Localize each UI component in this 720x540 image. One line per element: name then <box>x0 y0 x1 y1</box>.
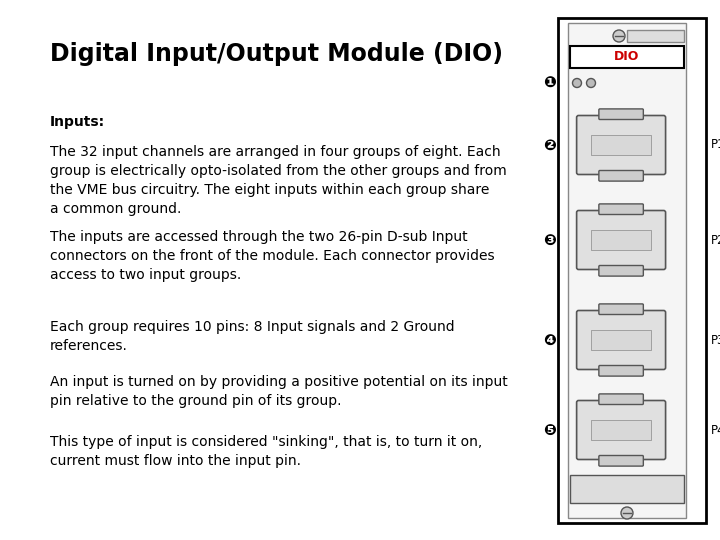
Bar <box>591 330 651 349</box>
Text: Inputs:: Inputs: <box>50 115 105 129</box>
FancyBboxPatch shape <box>599 204 644 214</box>
Text: The 32 input channels are arranged in four groups of eight. Each
group is electr: The 32 input channels are arranged in fo… <box>50 145 507 216</box>
FancyBboxPatch shape <box>599 456 644 466</box>
Text: P4: P4 <box>711 423 720 436</box>
Bar <box>627 30 684 42</box>
FancyBboxPatch shape <box>577 211 665 269</box>
Text: P2: P2 <box>711 233 720 246</box>
Text: The inputs are accessed through the two 26-pin D-sub Input
connectors on the fro: The inputs are accessed through the two … <box>50 230 495 282</box>
Text: P1: P1 <box>711 138 720 152</box>
Ellipse shape <box>621 507 633 519</box>
FancyBboxPatch shape <box>599 109 644 119</box>
Bar <box>570 46 684 68</box>
Bar <box>591 231 651 249</box>
FancyBboxPatch shape <box>577 310 665 369</box>
FancyBboxPatch shape <box>599 366 644 376</box>
Ellipse shape <box>572 78 582 87</box>
FancyBboxPatch shape <box>599 171 644 181</box>
Text: Digital Input/Output Module (DIO): Digital Input/Output Module (DIO) <box>50 42 503 66</box>
Text: ❹: ❹ <box>544 333 557 348</box>
FancyBboxPatch shape <box>577 401 665 460</box>
Text: Each group requires 10 pins: 8 Input signals and 2 Ground
references.: Each group requires 10 pins: 8 Input sig… <box>50 320 454 353</box>
Ellipse shape <box>613 30 625 42</box>
Text: P3: P3 <box>711 334 720 347</box>
FancyBboxPatch shape <box>599 266 644 276</box>
Bar <box>591 136 651 154</box>
Text: ❶: ❶ <box>544 76 557 91</box>
FancyBboxPatch shape <box>599 304 644 314</box>
Bar <box>570 475 684 503</box>
Bar <box>558 18 706 523</box>
Ellipse shape <box>587 78 595 87</box>
Text: ❺: ❺ <box>544 422 557 437</box>
Bar <box>568 23 686 518</box>
FancyBboxPatch shape <box>577 116 665 174</box>
Bar <box>591 420 651 440</box>
Text: ❷: ❷ <box>544 138 557 152</box>
FancyBboxPatch shape <box>599 394 644 404</box>
Text: This type of input is considered "sinking", that is, to turn it on,
current must: This type of input is considered "sinkin… <box>50 435 482 468</box>
Text: An input is turned on by providing a positive potential on its input
pin relativ: An input is turned on by providing a pos… <box>50 375 508 408</box>
Text: DIO: DIO <box>614 51 639 64</box>
Text: ❸: ❸ <box>544 233 557 247</box>
